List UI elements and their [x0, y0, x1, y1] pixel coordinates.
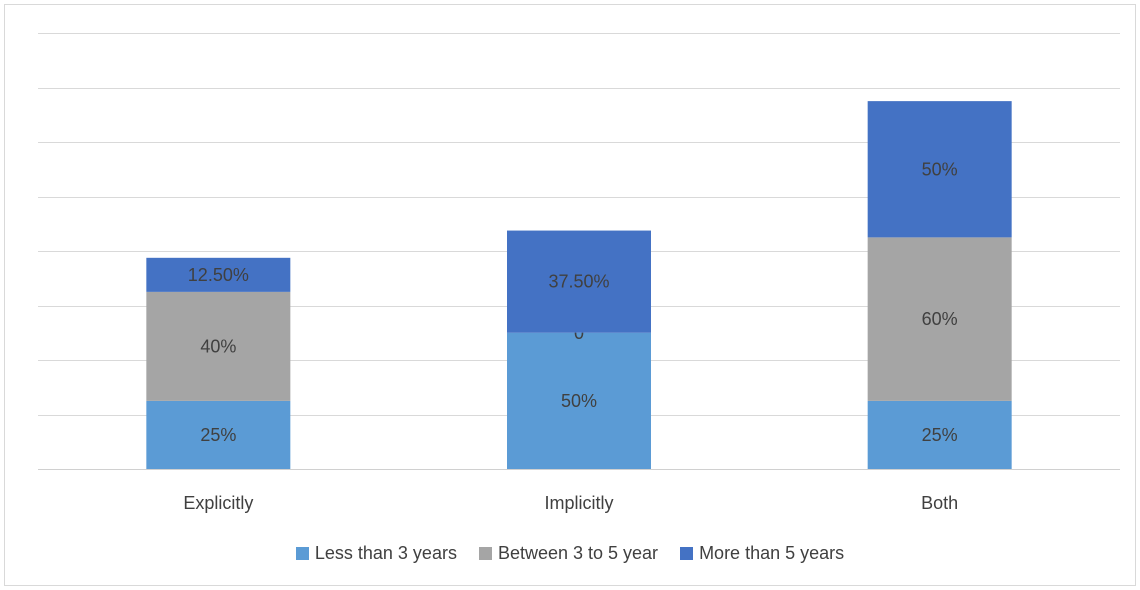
bar-implicitly-series-2	[507, 230, 651, 333]
legend-label: Less than 3 years	[314, 542, 457, 563]
bar-both-series-1	[867, 237, 1012, 401]
bar-both-series-2	[867, 101, 1012, 238]
bar-explicitly-series-1	[146, 291, 291, 401]
data-label: 50%	[922, 159, 958, 179]
bar-implicitly-series-0	[507, 332, 651, 469]
legend-swatch	[478, 546, 492, 560]
legend-label: Between 3 to 5 year	[497, 542, 659, 563]
bar-explicitly-series-0	[146, 400, 291, 469]
data-label: 25%	[922, 425, 958, 445]
data-label: 25%	[200, 425, 236, 445]
legend: Less than 3 years Between 3 to 5 year More…	[0, 538, 1140, 568]
bar-explicitly-series-2	[146, 257, 291, 292]
data-label: 37.50%	[548, 272, 609, 292]
data-label: 12.50%	[188, 265, 249, 285]
data-label: 50%	[561, 391, 597, 411]
legend-swatch	[680, 546, 694, 560]
data-label: 60%	[922, 309, 958, 329]
category-label: Implicitly	[544, 493, 613, 513]
legend-label: More than 5 years	[699, 542, 845, 563]
category-label: Both	[921, 493, 958, 513]
legend-item: Between 3 to 5 year	[478, 542, 659, 564]
data-label: 40%	[200, 336, 236, 356]
bar-both-series-0	[867, 400, 1012, 469]
legend-item: Less than 3 years	[295, 542, 457, 564]
category-label: Explicitly	[183, 493, 253, 513]
legend-swatch	[295, 546, 309, 560]
legend-item: More than 5 years	[680, 543, 844, 564]
